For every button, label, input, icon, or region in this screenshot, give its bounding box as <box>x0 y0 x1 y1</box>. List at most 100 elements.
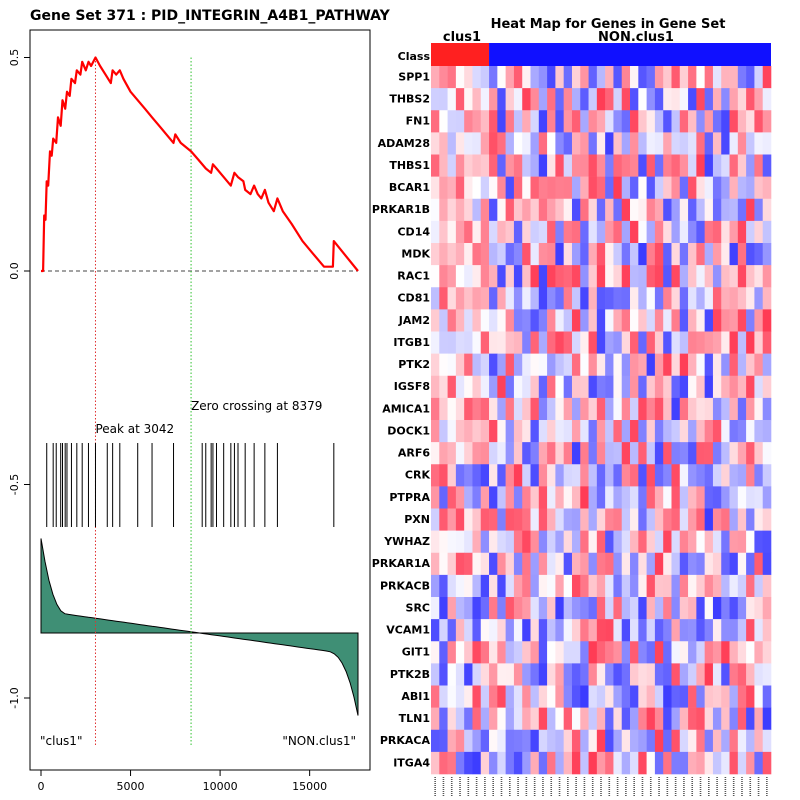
heatmap-cell <box>480 243 490 266</box>
heatmap-cell <box>431 597 440 620</box>
heatmap-cell <box>679 619 689 642</box>
heatmap-cell <box>621 574 631 598</box>
heatmap-cell <box>480 287 490 310</box>
heatmap-cell <box>596 132 606 155</box>
heatmap-cell <box>547 176 556 200</box>
heatmap-cell <box>472 751 482 775</box>
heatmap-cell <box>696 707 705 731</box>
heatmap-cell <box>671 574 681 598</box>
heatmap-cell <box>596 751 606 775</box>
heatmap-cell <box>638 66 647 89</box>
heatmap-cell <box>729 597 739 620</box>
heatmap-cell <box>696 132 705 155</box>
heatmap-cell <box>654 287 664 310</box>
heatmap-cell <box>596 685 606 708</box>
heatmap-cell <box>513 243 523 266</box>
heatmap-cell <box>646 729 656 753</box>
heatmap-cell <box>737 486 747 509</box>
heatmap-cell <box>431 154 440 177</box>
heatmap-cell <box>447 685 457 708</box>
heatmap-cell <box>746 641 755 664</box>
heatmap-cell <box>447 574 457 598</box>
heatmap-cell <box>547 243 556 266</box>
heatmap-cell <box>646 331 656 354</box>
heatmap-cell <box>505 66 515 89</box>
heatmap-cell <box>729 619 739 642</box>
heatmap-cell <box>638 176 647 200</box>
heatmap-cell <box>737 88 747 111</box>
heatmap-cell <box>522 619 531 642</box>
heatmap-cell <box>596 729 606 753</box>
heatmap-cell <box>654 309 664 332</box>
heatmap-cell <box>563 574 573 598</box>
heatmap-cell <box>439 331 448 354</box>
heatmap-cell <box>522 331 531 354</box>
heatmap-cell <box>721 574 730 598</box>
heatmap-cell <box>580 597 589 620</box>
heatmap-cell <box>447 287 457 310</box>
heatmap-cell <box>596 508 606 531</box>
heatmap-cell <box>538 641 548 664</box>
heatmap-cell <box>555 287 564 310</box>
heatmap-cell <box>571 597 581 620</box>
heatmap-cell <box>464 420 473 443</box>
heatmap-cell <box>605 265 614 288</box>
heatmap-cell <box>497 220 506 244</box>
heatmap-cell <box>704 88 714 111</box>
heatmap-cell <box>530 574 540 598</box>
heatmap-cell <box>571 132 581 155</box>
heatmap-cell <box>746 707 755 731</box>
heatmap-cell <box>472 353 482 377</box>
heatmap-cell <box>505 552 515 576</box>
heatmap-cell <box>638 243 647 266</box>
heatmap-cell <box>746 685 755 708</box>
heatmap-cell <box>613 132 623 155</box>
heatmap-cell <box>580 464 589 487</box>
heatmap-cell <box>580 375 589 399</box>
heatmap-cell <box>704 464 714 487</box>
heatmap-cell <box>472 88 482 111</box>
heatmap-cell <box>513 707 523 731</box>
heatmap-cell <box>522 220 531 244</box>
heatmap-cell <box>480 597 490 620</box>
heatmap-cell <box>638 641 647 664</box>
heatmap-cell <box>712 132 722 155</box>
heatmap-cell <box>605 154 614 177</box>
heatmap-cell <box>571 176 581 200</box>
heatmap-cell <box>646 486 656 509</box>
heatmap-cell <box>571 574 581 598</box>
heatmap-cell <box>497 486 506 509</box>
heatmap-cell <box>439 442 448 465</box>
heatmap-cell <box>613 154 623 177</box>
heatmap-cell <box>497 530 506 554</box>
heatmap-cell <box>489 66 498 89</box>
heatmap-cell <box>746 265 755 288</box>
heatmap-cell <box>447 641 457 664</box>
heatmap-cell <box>530 309 540 332</box>
heatmap-cell <box>762 154 772 177</box>
heatmap-cell <box>729 265 739 288</box>
heatmap-cell <box>455 287 465 310</box>
heatmap-cell <box>646 574 656 598</box>
heatmap-cell <box>671 287 681 310</box>
heatmap-cell <box>505 641 515 664</box>
heatmap-cell <box>555 198 564 222</box>
heatmap-cell <box>696 220 705 244</box>
heatmap-cell <box>505 110 515 133</box>
heatmap-cell <box>431 309 440 332</box>
heatmap-cell <box>654 132 664 155</box>
heatmap-cell <box>663 353 672 377</box>
heatmap-cell <box>729 176 739 200</box>
heatmap-cell <box>455 265 465 288</box>
heatmap-cell <box>563 685 573 708</box>
heatmap-cell <box>688 397 697 421</box>
heatmap-cell <box>563 397 573 421</box>
heatmap-cell <box>522 132 531 155</box>
heatmap-cell <box>547 132 556 155</box>
heatmap-cell <box>431 66 440 89</box>
heatmap-cell <box>737 574 747 598</box>
heatmap-cell <box>489 751 498 775</box>
heatmap-cell <box>513 287 523 310</box>
heatmap-cell <box>688 574 697 598</box>
heatmap-cell <box>613 420 623 443</box>
